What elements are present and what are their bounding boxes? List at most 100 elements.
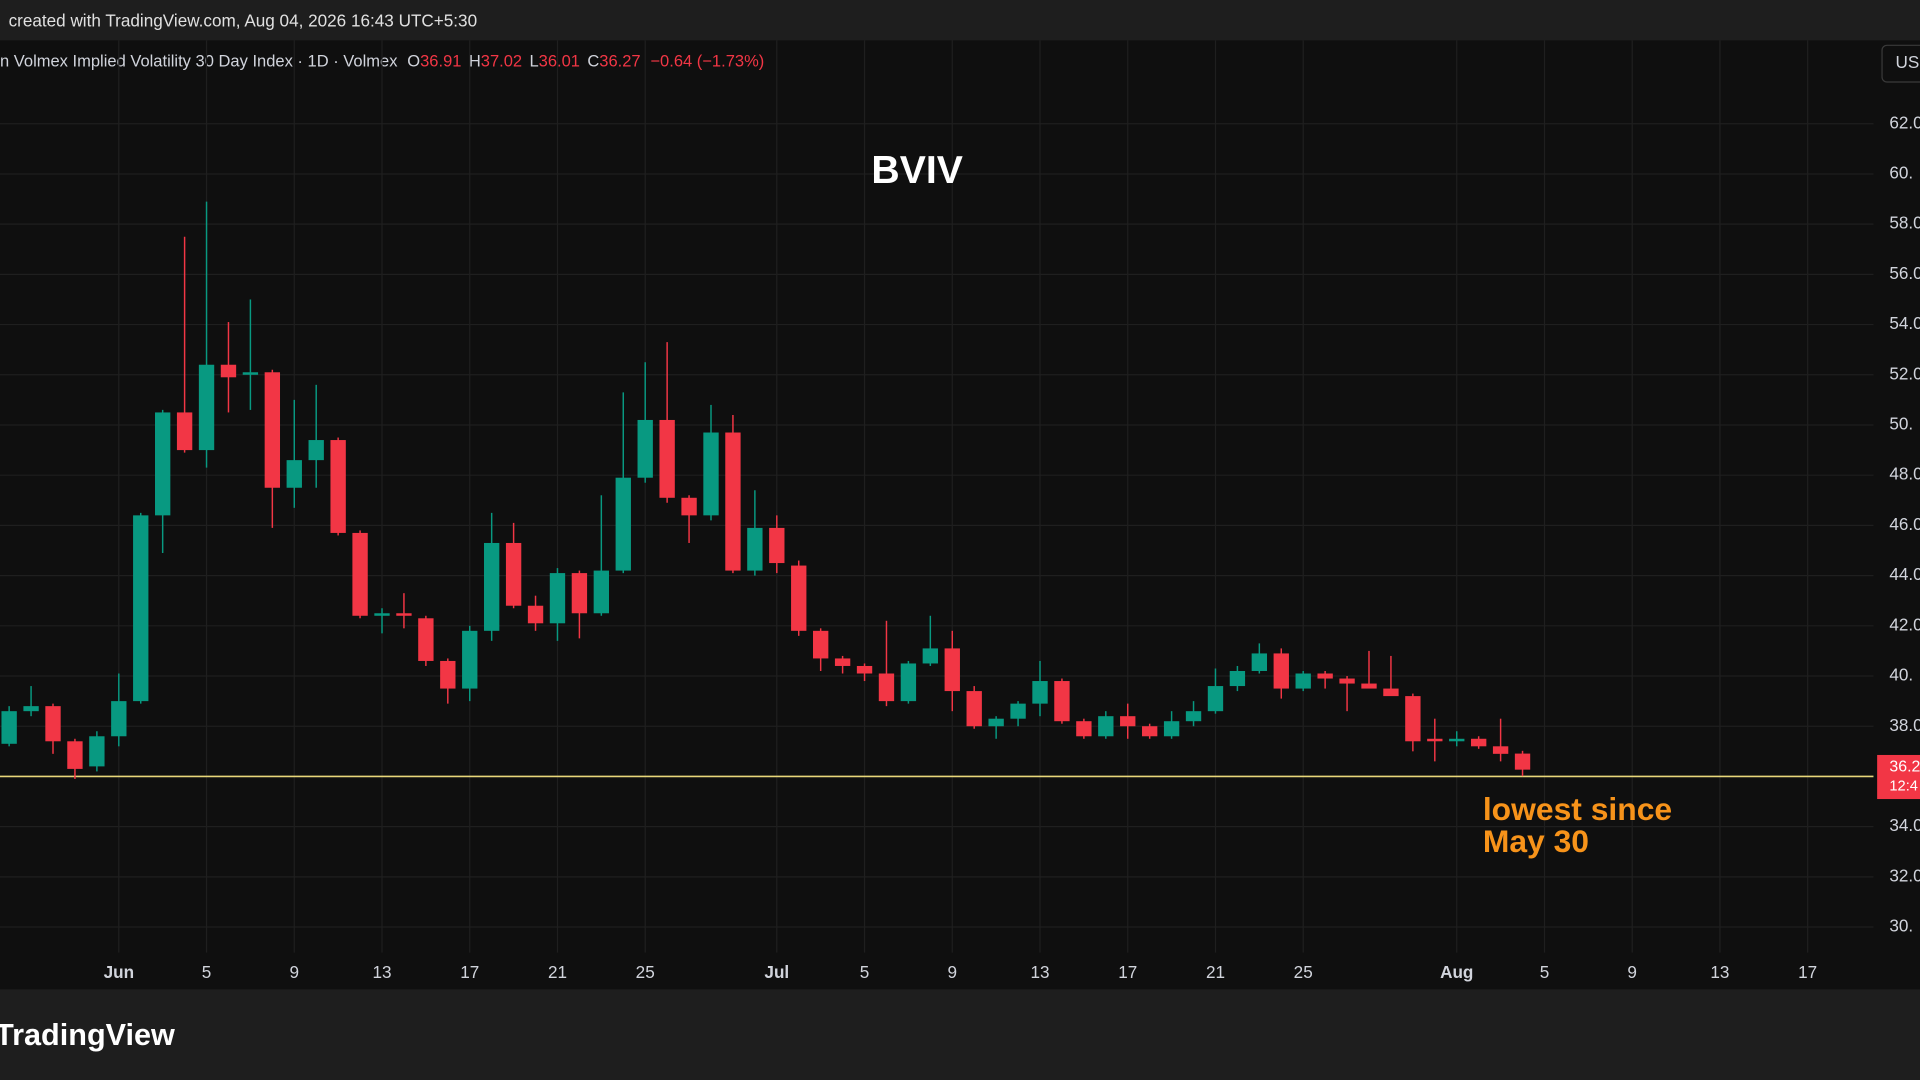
- currency-button[interactable]: US: [1881, 44, 1920, 83]
- candle-body: [1229, 670, 1246, 687]
- candle-body: [1339, 678, 1355, 684]
- legend-change: −0.64 (−1.73%): [650, 52, 764, 71]
- candle-body: [1076, 721, 1092, 737]
- y-tick-label: 46.0: [1889, 514, 1920, 534]
- x-tick-label: 9: [290, 962, 300, 982]
- candle-body: [1492, 746, 1509, 754]
- candle-body: [549, 573, 566, 624]
- candle-body: [1207, 686, 1224, 712]
- candle-body: [198, 364, 215, 451]
- button-label[interactable]: US: [1896, 52, 1920, 72]
- x-tick-label: 5: [1540, 962, 1550, 982]
- candle-body: [23, 706, 39, 712]
- candle-body: [133, 515, 149, 702]
- candle-body: [571, 573, 588, 614]
- candle-body: [791, 565, 807, 631]
- annotation: May 30: [1483, 823, 1589, 859]
- candle-body: [703, 432, 719, 516]
- legend: n Volmex Implied Volatility 30 Day Index…: [0, 52, 764, 71]
- candle-body: [242, 372, 259, 375]
- legend-c: 36.27: [599, 52, 640, 71]
- candle-body: [1185, 711, 1202, 722]
- candle-body: [1383, 688, 1399, 697]
- top-bar: [0, 0, 1920, 41]
- candle-body: [878, 673, 895, 702]
- x-tick-label: 5: [860, 962, 870, 982]
- x-tick-label: 9: [948, 962, 958, 982]
- plot-area: 30.32.034.036.38.040.42.044.046.048.050.…: [0, 40, 1920, 982]
- candle-body: [154, 412, 171, 516]
- x-tick-label: 25: [636, 962, 655, 982]
- candle-body: [1010, 703, 1026, 719]
- candle-body: [176, 412, 193, 451]
- candle-body: [1054, 681, 1070, 722]
- candle-body: [769, 527, 785, 564]
- candle-body: [483, 542, 500, 631]
- candle-body: [352, 532, 368, 616]
- candle-body: [462, 630, 478, 689]
- candle-body: [659, 419, 675, 498]
- x-tick-label: Jun: [104, 962, 134, 982]
- candle-body: [1120, 716, 1136, 727]
- candle-body: [615, 477, 631, 571]
- candle-body: [418, 618, 434, 661]
- y-tick-label: 38.0: [1889, 715, 1920, 735]
- candle-body: [1361, 683, 1377, 689]
- x-tick-label: 17: [1118, 962, 1137, 982]
- x-tick-label: 13: [372, 962, 391, 982]
- candle-body: [747, 527, 763, 571]
- y-tick-label: 30.: [1889, 916, 1913, 936]
- x-tick-label: 21: [1206, 962, 1225, 982]
- y-tick-label: 52.0: [1889, 363, 1920, 383]
- legend-o-label: O: [407, 52, 420, 71]
- candle-body: [812, 630, 829, 659]
- candle-body: [637, 419, 653, 478]
- annotation: lowest since: [1483, 791, 1672, 827]
- legend-l: 36.01: [539, 52, 580, 71]
- candle-body: [527, 605, 544, 624]
- y-tick-label: 32.0: [1889, 865, 1920, 885]
- candle-body: [988, 718, 1004, 727]
- x-tick-label: 9: [1627, 962, 1637, 982]
- candle-body: [111, 701, 127, 737]
- y-tick-label: 60.: [1889, 162, 1913, 182]
- candle-body: [505, 542, 522, 606]
- y-tick-label: 42.0: [1889, 614, 1920, 634]
- candle-body: [220, 364, 237, 378]
- candle-body: [1449, 738, 1465, 742]
- logo: TradingView: [0, 1018, 175, 1052]
- candle-body: [944, 648, 960, 692]
- candle-body: [1295, 673, 1311, 689]
- candle-body: [593, 570, 610, 614]
- candle-body: [856, 665, 873, 674]
- candle-body: [264, 372, 281, 488]
- candle-body: [89, 736, 105, 767]
- candle-body: [1317, 673, 1333, 679]
- candle-body: [1098, 716, 1114, 737]
- candle-body: [440, 660, 456, 689]
- candle-body: [1251, 653, 1268, 671]
- candle-body: [681, 497, 697, 516]
- candle-body: [1273, 653, 1289, 689]
- x-tick-label: 13: [1030, 962, 1049, 982]
- legend-h: 37.02: [481, 52, 522, 71]
- y-tick-label: 62.0: [1889, 112, 1920, 132]
- candle-body: [1, 711, 17, 744]
- candle-body: [1470, 738, 1487, 747]
- legend-h-label: H: [469, 52, 481, 71]
- x-tick-label: Jul: [764, 962, 789, 982]
- y-tick-label: 58.0: [1889, 213, 1920, 233]
- button-frame[interactable]: [1881, 44, 1920, 83]
- price-label: 36.2: [1889, 758, 1920, 775]
- x-tick-label: 17: [460, 962, 479, 982]
- candle-body: [286, 460, 302, 488]
- candle-body: [834, 658, 851, 666]
- y-tick-label: 54.0: [1889, 313, 1920, 333]
- candle-body: [1405, 696, 1421, 742]
- y-tick-label: 56.0: [1889, 263, 1920, 283]
- candle-body: [900, 663, 917, 702]
- candle-body: [374, 613, 390, 616]
- header-text: created with TradingView.com, Aug 04, 20…: [9, 11, 478, 31]
- candle-body: [1141, 726, 1158, 737]
